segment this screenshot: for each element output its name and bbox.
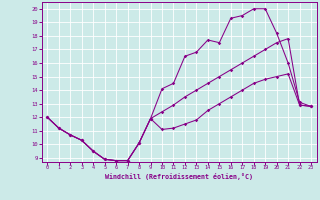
X-axis label: Windchill (Refroidissement éolien,°C): Windchill (Refroidissement éolien,°C) <box>105 173 253 180</box>
